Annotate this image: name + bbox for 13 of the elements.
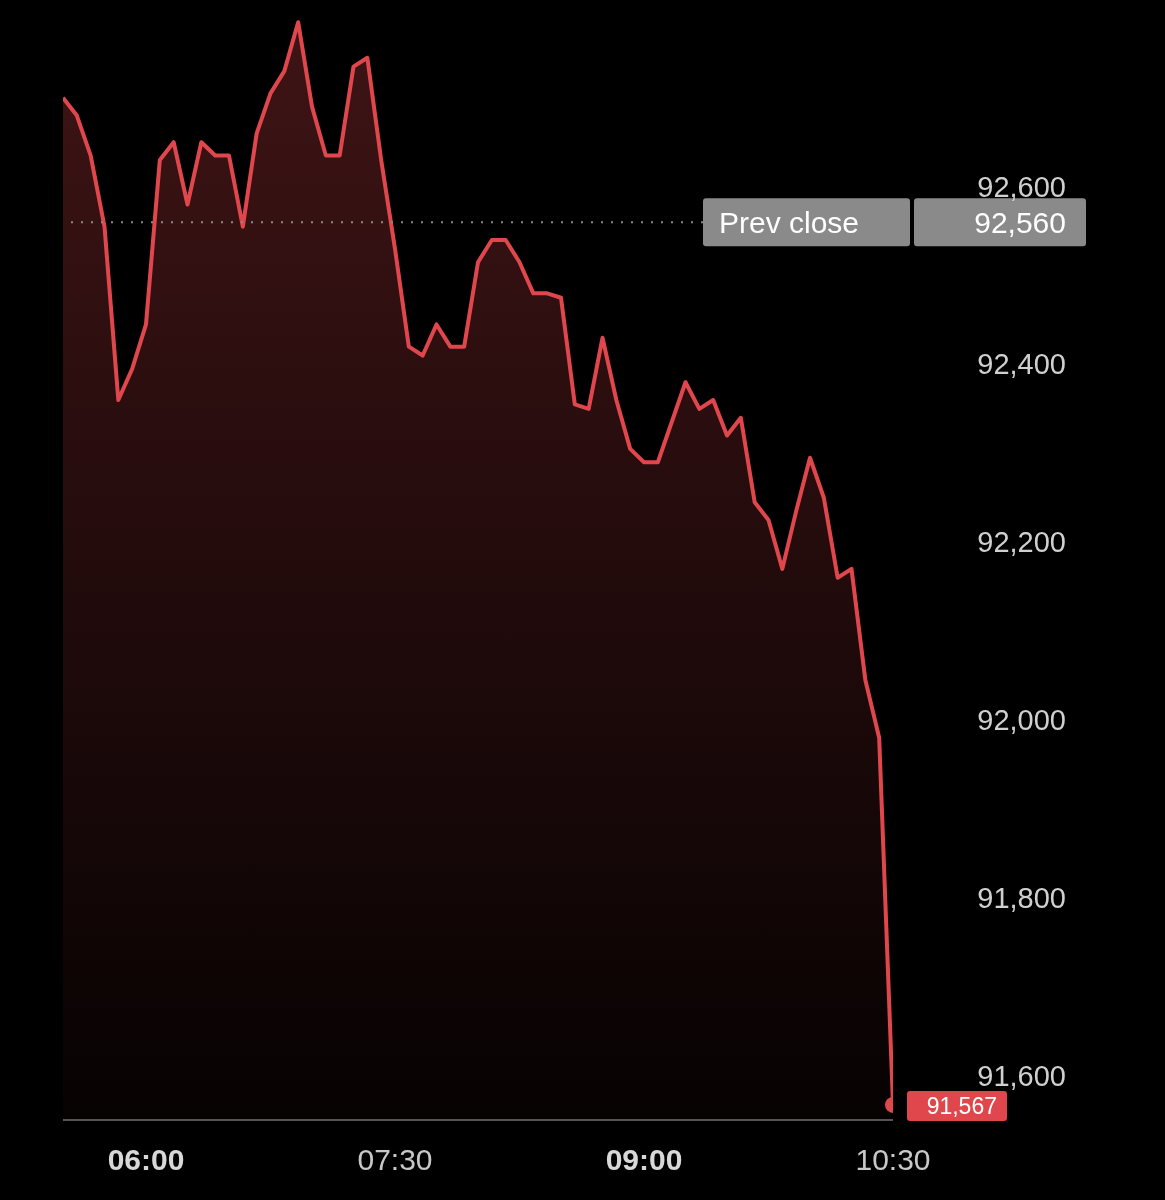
x-tick-label: 10:30 [855, 1143, 931, 1176]
y-tick-label: 92,000 [977, 704, 1066, 736]
y-tick-label: 92,600 [977, 170, 1066, 203]
ref-line-label: Prev close [719, 206, 860, 240]
y-tick-label: 92,200 [977, 526, 1066, 559]
y-tick-label: 91,600 [977, 1059, 1066, 1092]
text: 92,560 [974, 206, 1066, 240]
y-tick-label: 92,400 [977, 348, 1066, 381]
y-tick-label: 91,800 [977, 881, 1066, 914]
data-label: 91,567 [926, 1092, 997, 1119]
x-tick-label: 07:30 [357, 1143, 433, 1176]
x-tick-label: 09:00 [605, 1143, 683, 1176]
x-tick-label: 06:00 [107, 1143, 185, 1176]
